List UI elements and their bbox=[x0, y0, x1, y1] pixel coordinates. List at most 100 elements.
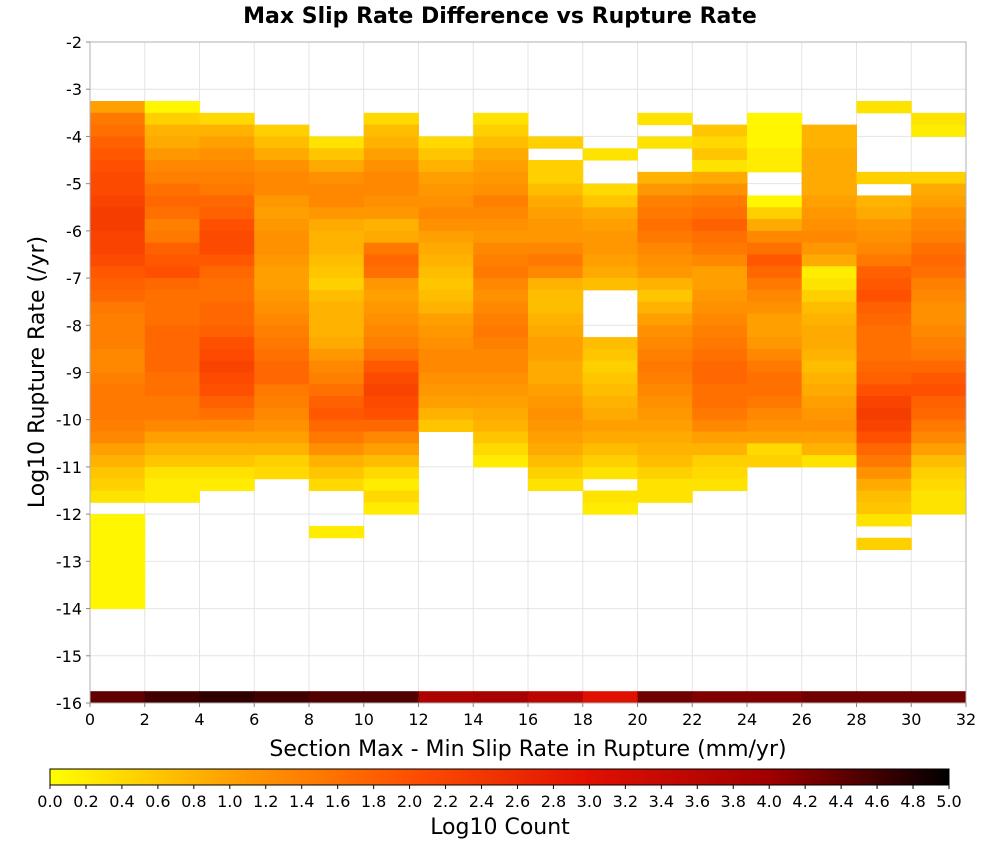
heatmap-cell bbox=[856, 171, 912, 185]
heatmap-cell bbox=[528, 301, 584, 314]
heatmap-cell bbox=[747, 219, 803, 232]
heatmap-cell bbox=[199, 348, 255, 362]
heatmap-cell bbox=[911, 254, 967, 267]
heatmap-cell bbox=[363, 254, 419, 267]
heatmap-cell bbox=[309, 136, 365, 149]
heatmap-cell bbox=[473, 171, 529, 185]
heatmap-cell bbox=[418, 289, 474, 303]
y-tick-label: -3 bbox=[66, 80, 82, 99]
heatmap-cell bbox=[418, 372, 474, 385]
heatmap-cell bbox=[90, 183, 146, 196]
heatmap-cell bbox=[911, 478, 967, 492]
heatmap-cell bbox=[199, 266, 255, 279]
heatmap-cell bbox=[856, 502, 912, 515]
heatmap-cell bbox=[363, 372, 419, 385]
heatmap-cell bbox=[582, 148, 638, 161]
heatmap-cell bbox=[747, 396, 803, 409]
heatmap-cell bbox=[801, 183, 857, 196]
heatmap-cell bbox=[90, 561, 146, 574]
heatmap-cell bbox=[692, 171, 748, 185]
y-tick-label: -6 bbox=[66, 222, 82, 241]
heatmap-cell bbox=[90, 478, 146, 492]
heatmap-cell bbox=[309, 325, 365, 338]
heatmap-cell bbox=[254, 360, 310, 373]
heatmap-cell-total bbox=[582, 691, 638, 703]
colorbar-tick-label: 0.8 bbox=[181, 792, 206, 811]
heatmap-cell bbox=[363, 195, 419, 208]
colorbar-tick-label: 4.0 bbox=[756, 792, 781, 811]
heatmap-cell bbox=[363, 384, 419, 397]
heatmap-cell bbox=[199, 301, 255, 314]
y-tick-label: -2 bbox=[66, 33, 82, 52]
heatmap-cell bbox=[911, 207, 967, 220]
heatmap-cell bbox=[309, 466, 365, 480]
heatmap-cell bbox=[309, 278, 365, 291]
heatmap-cell bbox=[747, 136, 803, 149]
heatmap-cell bbox=[801, 289, 857, 303]
heatmap-cell bbox=[801, 372, 857, 385]
heatmap-cell bbox=[418, 396, 474, 409]
heatmap-cell bbox=[199, 207, 255, 220]
heatmap-cell-total bbox=[528, 691, 584, 703]
heatmap-cell bbox=[254, 325, 310, 338]
heatmap-cell bbox=[90, 337, 146, 350]
y-axis-ticks: -16 -15 -14 -13 -12 -11 -10 -9 -8 -7 -6 -5 -4 -3 -2 bbox=[56, 33, 90, 713]
heatmap-cell bbox=[90, 396, 146, 409]
heatmap-cell bbox=[856, 337, 912, 350]
heatmap-cell bbox=[90, 384, 146, 397]
heatmap-cell bbox=[473, 183, 529, 196]
heatmap-cell bbox=[90, 171, 146, 185]
heatmap-cell bbox=[254, 207, 310, 220]
heatmap-cell bbox=[363, 230, 419, 244]
colorbar-tick-label: 2.0 bbox=[397, 792, 422, 811]
heatmap-cell bbox=[363, 242, 419, 255]
heatmap-cell bbox=[747, 384, 803, 397]
heatmap-cell bbox=[637, 348, 693, 362]
heatmap-cell bbox=[418, 160, 474, 173]
heatmap-cell bbox=[692, 195, 748, 208]
colorbar-tick-label: 2.6 bbox=[505, 792, 530, 811]
heatmap-cell bbox=[856, 537, 912, 551]
heatmap-cell bbox=[90, 372, 146, 385]
heatmap-cell bbox=[90, 266, 146, 279]
heatmap-cell bbox=[747, 112, 803, 126]
x-tick-label: 32 bbox=[956, 710, 976, 729]
heatmap-cell bbox=[856, 242, 912, 255]
heatmap-cell bbox=[90, 219, 146, 232]
x-tick-label: 26 bbox=[792, 710, 812, 729]
heatmap-cell bbox=[528, 396, 584, 409]
heatmap-cell bbox=[418, 407, 474, 421]
heatmap-cell bbox=[473, 254, 529, 267]
heatmap-cell-total bbox=[309, 691, 365, 703]
heatmap-cell bbox=[144, 254, 200, 267]
heatmap-cell bbox=[363, 337, 419, 350]
heatmap-cell bbox=[90, 112, 146, 126]
heatmap-cell bbox=[582, 337, 638, 350]
heatmap-cell bbox=[637, 384, 693, 397]
heatmap-cell bbox=[309, 396, 365, 409]
heatmap-cell bbox=[144, 171, 200, 185]
heatmap-cell bbox=[582, 490, 638, 503]
heatmap-cell bbox=[199, 230, 255, 244]
heatmap-cell bbox=[528, 372, 584, 385]
heatmap-cell bbox=[90, 455, 146, 468]
heatmap-cell bbox=[637, 490, 693, 503]
heatmap-cell bbox=[747, 325, 803, 338]
heatmap-cell bbox=[144, 266, 200, 279]
heatmap-cell bbox=[473, 431, 529, 444]
heatmap-cell bbox=[363, 219, 419, 232]
heatmap-cell bbox=[418, 266, 474, 279]
heatmap-cell bbox=[747, 313, 803, 326]
heatmap-cell bbox=[254, 195, 310, 208]
heatmap-cell bbox=[144, 230, 200, 244]
heatmap-cell bbox=[473, 455, 529, 468]
colorbar-title: Log10 Count bbox=[430, 815, 570, 840]
heatmap-cell bbox=[254, 171, 310, 185]
heatmap-cell bbox=[144, 443, 200, 456]
heatmap-cell bbox=[856, 313, 912, 326]
x-tick-label: 0 bbox=[85, 710, 95, 729]
heatmap-cell bbox=[528, 325, 584, 338]
heatmap-cell bbox=[692, 160, 748, 173]
heatmap-cell bbox=[747, 160, 803, 173]
heatmap-cell bbox=[254, 419, 310, 433]
